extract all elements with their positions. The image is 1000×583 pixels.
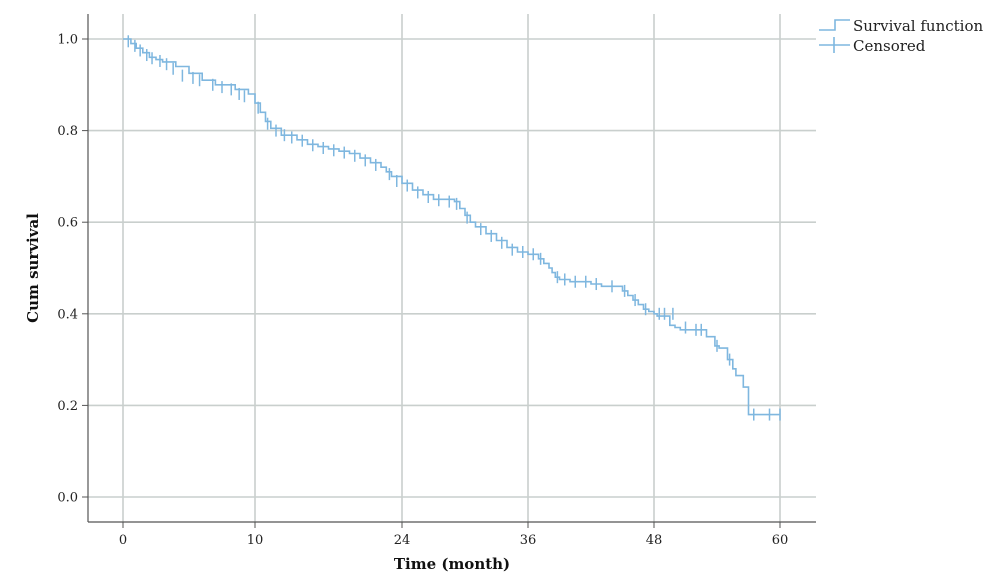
- x-tick-label: 24: [394, 533, 411, 548]
- y-tick-label: 0.2: [57, 399, 78, 414]
- censor-marks: [127, 35, 781, 421]
- x-tick-label: 10: [247, 533, 264, 548]
- legend-survival-label: Survival function: [853, 17, 983, 35]
- y-tick-label: 0.0: [57, 491, 78, 506]
- legend-survival-swatch: [819, 19, 850, 31]
- x-tick-label: 36: [520, 533, 537, 548]
- x-tick-label: 0: [119, 533, 127, 548]
- y-tick-labels: 0.0 0.2 0.4 0.6 0.8 1.0: [57, 33, 78, 506]
- x-axis-title: Time (month): [394, 555, 510, 573]
- x-tick-labels: 0 10 24 36 48 60: [119, 533, 788, 548]
- y-tick-label: 0.6: [57, 216, 78, 231]
- x-tick-label: 48: [646, 533, 663, 548]
- plot-area: [88, 14, 816, 522]
- legend: Survival function Censored: [819, 17, 983, 55]
- y-axis-title: Cum survival: [24, 213, 42, 323]
- legend-censored-label: Censored: [853, 37, 926, 55]
- y-tick-label: 1.0: [57, 33, 78, 48]
- x-tick-label: 60: [772, 533, 789, 548]
- y-tick-label: 0.8: [57, 124, 78, 139]
- y-tick-label: 0.4: [57, 307, 78, 322]
- horizontal-gridlines: [82, 38, 816, 498]
